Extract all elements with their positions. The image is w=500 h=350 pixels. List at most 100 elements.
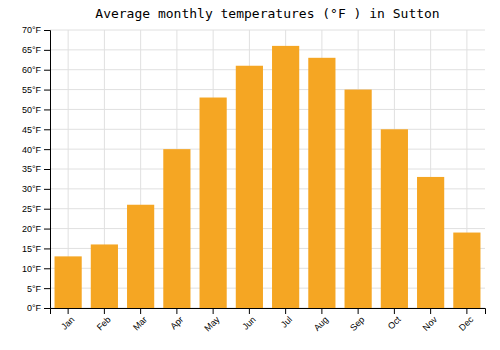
y-tick-mark <box>44 268 50 269</box>
x-tick-label: Jun <box>240 314 257 331</box>
y-tick: 30°F <box>22 184 50 194</box>
bar <box>163 149 190 308</box>
grid-line-y <box>50 129 485 130</box>
x-tick-mark <box>104 308 105 314</box>
bar <box>91 244 118 308</box>
y-tick: 70°F <box>22 25 50 35</box>
y-tick-label: 55°F <box>22 85 42 95</box>
y-tick: 40°F <box>22 145 50 155</box>
grid-line-y <box>50 89 485 90</box>
title: Average monthly temperatures (°F ) in Su… <box>95 6 439 21</box>
x-tick: Apr <box>168 308 185 331</box>
y-tick-mark <box>44 229 50 230</box>
y-tick-label: 60°F <box>22 65 42 75</box>
x-tick: Dec <box>457 308 476 333</box>
y-tick-label: 15°F <box>22 244 42 254</box>
y-tick: 15°F <box>22 244 50 254</box>
chart-container: 0°F 5°F 10°F 15°F 20°F 25°F 30°F 35°F 40°F 45°F 50… <box>0 0 500 350</box>
y-tick-label: 50°F <box>22 105 42 115</box>
x-tick-mark <box>321 308 322 314</box>
x-tick: May <box>202 308 221 334</box>
grid <box>50 30 485 308</box>
x-tick-label: Oct <box>386 314 403 331</box>
grid-line-y <box>50 149 485 150</box>
bar <box>417 177 444 308</box>
x-tick: Sep <box>348 308 366 333</box>
y-tick-mark <box>44 248 50 249</box>
y-tick-mark <box>44 308 50 309</box>
y-tick-mark <box>44 288 50 289</box>
y-tick: 10°F <box>22 264 50 274</box>
x-tick-label: Jan <box>59 314 76 331</box>
bar <box>200 98 227 308</box>
x-tick-label: Jul <box>279 314 294 329</box>
y-tick: 20°F <box>22 224 50 234</box>
bar <box>453 233 480 308</box>
x-tick: Jan <box>59 308 76 332</box>
y-tick-mark <box>44 149 50 150</box>
y-tick-label: 40°F <box>22 145 42 155</box>
grid-line-y <box>50 49 485 50</box>
bar <box>55 256 82 308</box>
y-tick-mark <box>44 90 50 91</box>
x-tick-mark <box>176 308 177 314</box>
grid-line-y <box>50 169 485 170</box>
x-tick-mark <box>213 308 214 314</box>
bar <box>236 66 263 308</box>
y-tick: 45°F <box>22 125 50 135</box>
y-tick-mark <box>44 30 50 31</box>
x-axis-line <box>51 309 486 315</box>
x-tick: Jun <box>240 308 257 332</box>
y-tick-mark <box>44 209 50 210</box>
y-tick-mark <box>44 129 50 130</box>
x-tick-label: May <box>202 314 221 333</box>
grid-line-y <box>50 30 485 31</box>
x-tick: Jul <box>279 308 294 330</box>
y-tick-label: 30°F <box>22 184 42 194</box>
x-tick-label: Mar <box>131 314 149 332</box>
bar <box>272 46 299 308</box>
grid-line-y <box>50 69 485 70</box>
x-tick-label: Aug <box>312 314 330 332</box>
x-tick-mark <box>68 308 69 314</box>
x-tick-mark <box>430 308 431 314</box>
x-tick: Aug <box>312 308 330 333</box>
x-tick-mark <box>358 308 359 314</box>
x-tick: Feb <box>95 308 113 332</box>
y-axis-line <box>44 31 51 309</box>
chart-svg: 0°F 5°F 10°F 15°F 20°F 25°F 30°F 35°F 40°F 45°F 50… <box>0 0 500 350</box>
y-tick-label: 65°F <box>22 45 42 55</box>
x-tick-label: Feb <box>95 314 113 332</box>
y-tick-mark <box>44 189 50 190</box>
x-tick-mark <box>466 308 467 314</box>
y-tick: 60°F <box>22 65 50 75</box>
y-tick-label: 10°F <box>22 264 42 274</box>
x-tick-label: Apr <box>168 314 185 331</box>
bar <box>127 205 154 308</box>
y-tick: 25°F <box>22 204 50 214</box>
y-axis: 0°F 5°F 10°F 15°F 20°F 25°F 30°F 35°F 40°F 45°F 50… <box>22 25 51 313</box>
y-tick-label: 70°F <box>22 25 42 35</box>
x-axis: Jan Feb Mar Apr May Jun Jul Aug Sep Oct Nov Dec <box>51 308 486 334</box>
y-tick: 35°F <box>22 164 50 174</box>
bar <box>381 129 408 308</box>
y-tick-label: 45°F <box>22 125 42 135</box>
grid-line-y <box>50 109 485 110</box>
x-tick: Nov <box>421 308 440 333</box>
x-tick-label: Nov <box>421 314 440 333</box>
y-tick-label: 0°F <box>27 303 42 313</box>
y-tick: 55°F <box>22 85 50 95</box>
y-tick: 0°F <box>27 303 50 313</box>
y-tick: 5°F <box>27 284 50 294</box>
x-tick-mark <box>140 308 141 314</box>
x-tick: Mar <box>131 308 149 332</box>
y-tick-mark <box>44 109 50 110</box>
y-tick-mark <box>44 50 50 51</box>
x-tick-mark <box>285 308 286 314</box>
x-tick-label: Dec <box>457 314 476 333</box>
y-tick-label: 35°F <box>22 164 42 174</box>
plot-area: 0°F 5°F 10°F 15°F 20°F 25°F 30°F 35°F 40°F 45°F 50… <box>22 25 486 333</box>
y-tick-label: 5°F <box>27 284 42 294</box>
x-tick-label: Sep <box>348 314 366 332</box>
y-tick: 50°F <box>22 105 50 115</box>
